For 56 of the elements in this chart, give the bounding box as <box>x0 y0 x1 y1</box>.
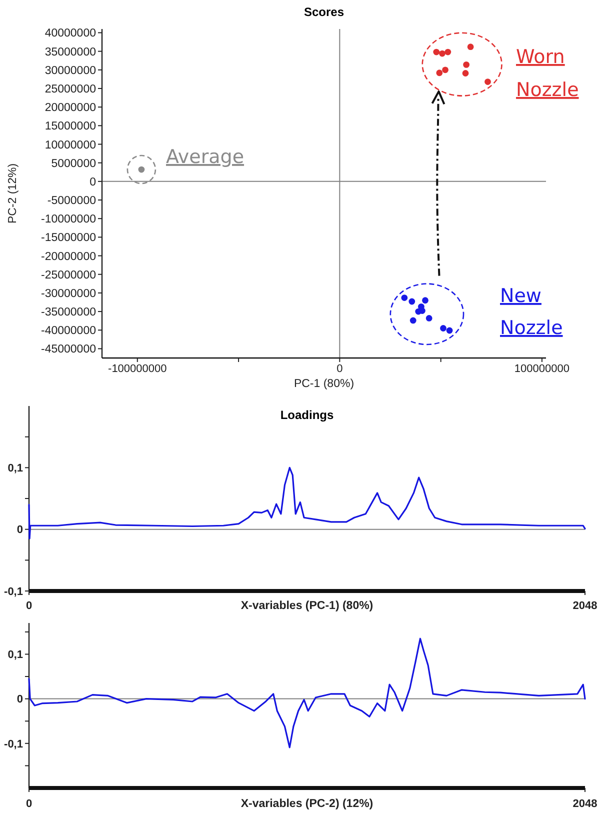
y-tick-label: 0 <box>16 524 23 536</box>
point <box>422 297 428 304</box>
line-series <box>28 466 586 540</box>
y-tick-label: -0,1 <box>4 586 23 598</box>
y-axis-title: PC-2 (12%) <box>7 163 19 224</box>
x-axis-title: X-variables (PC-2) (12%) <box>240 798 374 810</box>
point <box>484 78 491 85</box>
y-tick-label: -20000000 <box>41 250 96 263</box>
x-tick-label: 100000000 <box>514 363 570 375</box>
y-tick-label: 15000000 <box>44 120 96 133</box>
y-tick-label: 0,1 <box>8 462 23 475</box>
y-tick-label: -30000000 <box>41 288 96 300</box>
point <box>408 298 416 305</box>
point <box>440 325 446 332</box>
y-tick-label: 30000000 <box>44 64 96 77</box>
y-tick-label: 40000000 <box>44 28 96 40</box>
point <box>446 327 453 334</box>
x-tick-label: 2048 <box>572 600 598 612</box>
y-tick-label: -0,1 <box>4 738 23 750</box>
point <box>442 66 448 74</box>
point <box>439 50 446 57</box>
y-tick-label: 10000000 <box>44 139 96 152</box>
point <box>462 70 469 76</box>
point <box>444 48 452 56</box>
y-tick-label: -25000000 <box>41 269 96 282</box>
y-tick-label: 25000000 <box>44 84 96 96</box>
line-series <box>28 638 586 748</box>
y-tick-label: -10000000 <box>41 214 96 226</box>
y-tick-label: -35000000 <box>41 306 96 319</box>
point <box>426 315 432 322</box>
x-tick-label: 2048 <box>572 798 598 810</box>
y-tick-label: 0,1 <box>8 649 23 662</box>
chart-title: Loadings <box>280 408 334 422</box>
y-tick-label: -40000000 <box>41 325 96 338</box>
point <box>436 70 443 76</box>
y-tick-label: -5000000 <box>47 195 96 208</box>
point <box>410 317 416 324</box>
x-tick-label: -100000000 <box>108 363 167 375</box>
y-tick-label: 35000000 <box>44 46 96 58</box>
point <box>401 294 408 301</box>
y-tick-label: 0 <box>90 176 96 188</box>
point <box>467 44 474 50</box>
text: New Nozzle <box>500 285 563 339</box>
point <box>433 48 440 56</box>
series-label: Average <box>166 146 244 168</box>
series-label: Worn Nozzle <box>516 46 579 101</box>
chart-title: Scores <box>304 5 344 19</box>
y-tick-label: 20000000 <box>44 102 96 114</box>
y-tick-label: -45000000 <box>41 344 96 356</box>
y-tick-label: 5000000 <box>51 158 96 170</box>
y-tick-label: -15000000 <box>41 232 96 244</box>
x-axis-title: X-variables (PC-1) (80%) <box>240 600 374 612</box>
y-tick-label: 0 <box>16 694 23 706</box>
point <box>463 61 470 68</box>
x-tick-label: 0 <box>336 363 343 375</box>
x-axis-title: PC-1 (80%) <box>294 378 354 390</box>
